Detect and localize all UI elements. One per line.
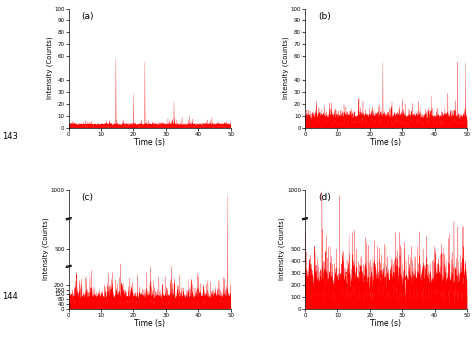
Text: (b): (b) bbox=[318, 12, 331, 21]
Y-axis label: Intensity (Counts): Intensity (Counts) bbox=[283, 37, 289, 99]
Text: (c): (c) bbox=[82, 193, 94, 202]
X-axis label: Time (s): Time (s) bbox=[134, 138, 165, 147]
Y-axis label: Intensity (Counts): Intensity (Counts) bbox=[279, 218, 285, 280]
Text: (a): (a) bbox=[82, 12, 94, 21]
X-axis label: Time (s): Time (s) bbox=[371, 319, 401, 328]
Text: (d): (d) bbox=[318, 193, 331, 202]
Text: 143: 143 bbox=[2, 132, 18, 141]
Y-axis label: Intensity (Counts): Intensity (Counts) bbox=[43, 218, 49, 280]
Text: 144: 144 bbox=[2, 292, 18, 301]
X-axis label: Time (s): Time (s) bbox=[134, 319, 165, 328]
Y-axis label: Intensity (Counts): Intensity (Counts) bbox=[46, 37, 53, 99]
X-axis label: Time (s): Time (s) bbox=[371, 138, 401, 147]
